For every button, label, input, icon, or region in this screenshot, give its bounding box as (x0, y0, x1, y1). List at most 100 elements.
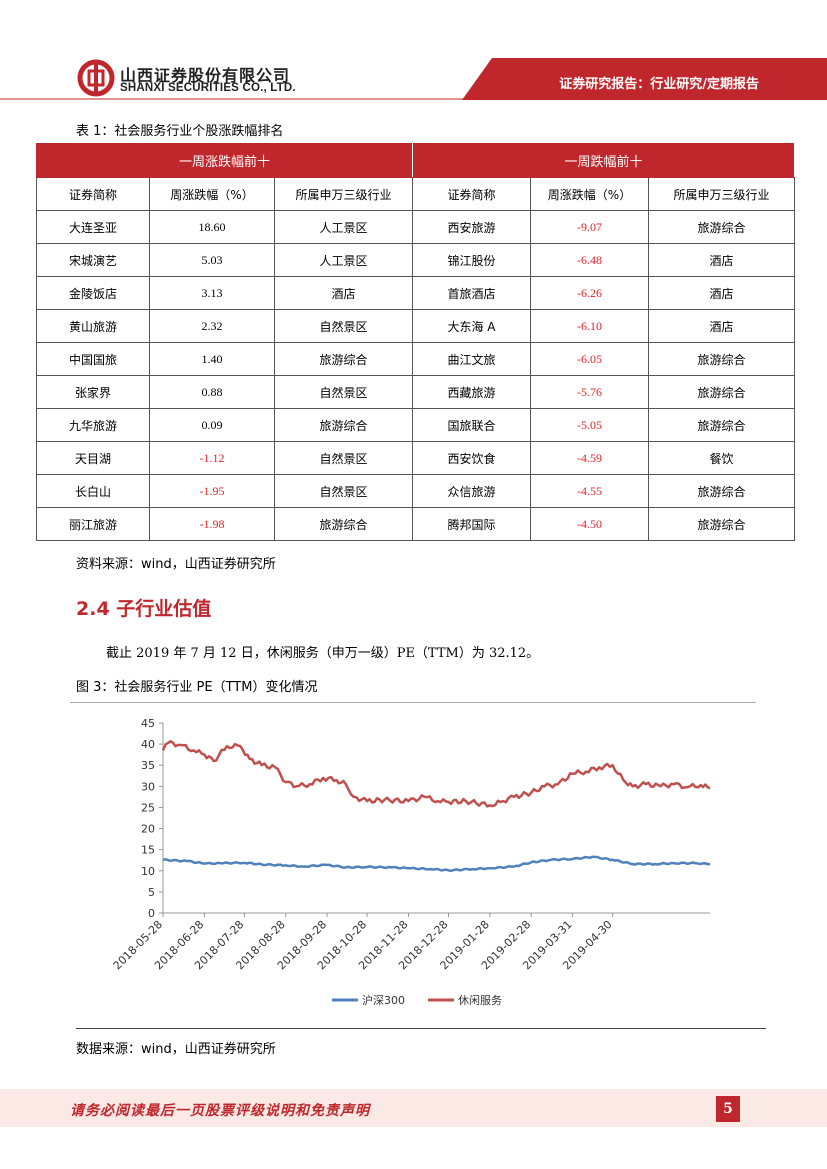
table-cell: 九华旅游 (36, 408, 150, 442)
table-cell: -6.05 (530, 342, 649, 376)
company-name-cn: 山西证券股份有限公司 (120, 66, 291, 85)
table-cell: 旅游综合 (647, 408, 796, 442)
column-header-row: 证券简称 周涨跌幅（%） 所属申万三级行业 证券简称 周涨跌幅（%） 所属申万三… (36, 177, 796, 211)
left-group-header: 一周涨跌幅前十 (36, 143, 413, 178)
legend-label: 休闲服务 (458, 993, 502, 1007)
table-caption: 表 1：社会服务行业个股涨跌幅排名 (76, 124, 284, 139)
table-cell: 腾邦国际 (412, 507, 531, 541)
table-cell: 丽江旅游 (36, 507, 150, 541)
table-cell: 黄山旅游 (36, 309, 150, 343)
table-cell: 2.32 (149, 309, 275, 343)
table-row: 张家界 0.88 自然景区 西藏旅游 -5.76 旅游综合 (36, 375, 796, 409)
table-cell: 自然景区 (274, 474, 413, 508)
table-cell: -6.10 (530, 309, 649, 343)
table-row: 金陵饭店 3.13 酒店 首旅酒店 -6.26 酒店 (36, 276, 796, 310)
series-line-leisure (161, 740, 711, 808)
table-cell: 首旅酒店 (412, 276, 531, 310)
table-cell: 旅游综合 (647, 342, 796, 376)
table-cell: 锦江股份 (412, 243, 531, 277)
table-row: 大连圣亚 18.60 人工景区 西安旅游 -9.07 旅游综合 (36, 210, 796, 244)
table-cell: 西安饮食 (412, 441, 531, 475)
table-cell: 西安旅游 (412, 210, 531, 244)
table-cell: 酒店 (647, 309, 796, 343)
divider (76, 1028, 766, 1029)
table-cell: 酒店 (647, 276, 796, 310)
table-cell: -5.05 (530, 408, 649, 442)
table-row: 天目湖 -1.12 自然景区 西安饮食 -4.59 餐饮 (36, 441, 796, 475)
table-cell: 旅游综合 (274, 342, 413, 376)
table-row: 丽江旅游 -1.98 旅游综合 腾邦国际 -4.50 旅游综合 (36, 507, 796, 541)
column-header: 所属申万三级行业 (647, 177, 796, 211)
chart-frame (70, 702, 756, 1025)
table-cell: -6.48 (530, 243, 649, 277)
column-header: 证券简称 (412, 177, 531, 211)
table-cell: 旅游综合 (647, 474, 796, 508)
y-tick-label: 40 (141, 738, 155, 751)
table-row: 黄山旅游 2.32 自然景区 大东海 A -6.10 酒店 (36, 309, 796, 343)
page-number: 5 (716, 1096, 740, 1122)
column-header: 周涨跌幅（%） (149, 177, 275, 211)
table-cell: 0.09 (149, 408, 275, 442)
table-cell: 旅游综合 (647, 375, 796, 409)
figure-caption: 图 3：社会服务行业 PE（TTM）变化情况 (76, 680, 318, 695)
table-cell: 自然景区 (274, 375, 413, 409)
table-cell: -4.55 (530, 474, 649, 508)
table-cell: 大东海 A (412, 309, 531, 343)
table-source: 资料来源：wind，山西证券研究所 (76, 557, 276, 572)
table-cell: 旅游综合 (274, 408, 413, 442)
table-cell: 1.40 (149, 342, 275, 376)
table-cell: 众信旅游 (412, 474, 531, 508)
column-header: 证券简称 (36, 177, 150, 211)
right-group-header: 一周跌幅前十 (411, 143, 796, 178)
company-logo (77, 59, 115, 97)
table-cell: 国旅联合 (412, 408, 531, 442)
table-cell: 酒店 (274, 276, 413, 310)
table-cell: 人工景区 (274, 210, 413, 244)
column-header: 周涨跌幅（%） (530, 177, 649, 211)
series-line-hs300 (162, 855, 711, 873)
table-cell: 自然景区 (274, 309, 413, 343)
table-cell: 旅游综合 (647, 210, 796, 244)
table-cell: 旅游综合 (274, 507, 413, 541)
company-name-en: SHANXI SECURITIES CO., LTD. (120, 82, 296, 94)
table-cell: 长白山 (36, 474, 150, 508)
y-tick-label: 30 (141, 780, 155, 793)
table-cell: 酒店 (647, 243, 796, 277)
figure-source: 数据来源：wind，山西证券研究所 (76, 1042, 276, 1057)
table-row: 九华旅游 0.09 旅游综合 国旅联合 -5.05 旅游综合 (36, 408, 796, 442)
footer-disclaimer: 请务必阅读最后一页股票评级说明和免责声明 (70, 1103, 370, 1119)
table-cell: 曲江文旅 (412, 342, 531, 376)
table-cell: -6.26 (530, 276, 649, 310)
table-cell: 旅游综合 (647, 507, 796, 541)
table-row: 长白山 -1.95 自然景区 众信旅游 -4.55 旅游综合 (36, 474, 796, 508)
header-banner (0, 58, 827, 100)
table-cell: 0.88 (149, 375, 275, 409)
stock-ranking-table: 一周涨跌幅前十 一周跌幅前十 证券简称 周涨跌幅（%） 所属申万三级行业 证券简… (36, 143, 796, 541)
section-body: 截止 2019 年 7 月 12 日，休闲服务（申万一级）PE（TTM）为 32… (106, 646, 540, 661)
table-cell: -4.50 (530, 507, 649, 541)
y-tick-label: 10 (141, 865, 155, 878)
table-cell: 天目湖 (36, 441, 150, 475)
pe-line-chart: 0510152025303540452018-05-282018-06-2820… (111, 717, 711, 1007)
y-tick-label: 35 (141, 759, 155, 772)
y-tick-label: 25 (141, 801, 155, 814)
table-cell: -4.59 (530, 441, 649, 475)
table-cell: 自然景区 (274, 441, 413, 475)
legend-label: 沪深300 (362, 993, 405, 1007)
y-tick-label: 5 (148, 886, 155, 899)
y-tick-label: 20 (141, 823, 155, 836)
y-tick-label: 15 (141, 844, 155, 857)
table-cell: 人工景区 (274, 243, 413, 277)
footer-band (0, 1089, 827, 1127)
table-cell: -9.07 (530, 210, 649, 244)
table-cell: 餐饮 (647, 441, 796, 475)
table-row: 宋城演艺 5.03 人工景区 锦江股份 -6.48 酒店 (36, 243, 796, 277)
report-type: 证券研究报告：行业研究/定期报告 (559, 77, 759, 92)
table-row: 中国国旅 1.40 旅游综合 曲江文旅 -6.05 旅游综合 (36, 342, 796, 376)
table-cell: 3.13 (149, 276, 275, 310)
column-header: 所属申万三级行业 (274, 177, 413, 211)
y-tick-label: 0 (148, 907, 155, 920)
section-title: 2.4 子行业估值 (76, 598, 212, 620)
table-cell: -1.95 (149, 474, 275, 508)
table-cell: 西藏旅游 (412, 375, 531, 409)
